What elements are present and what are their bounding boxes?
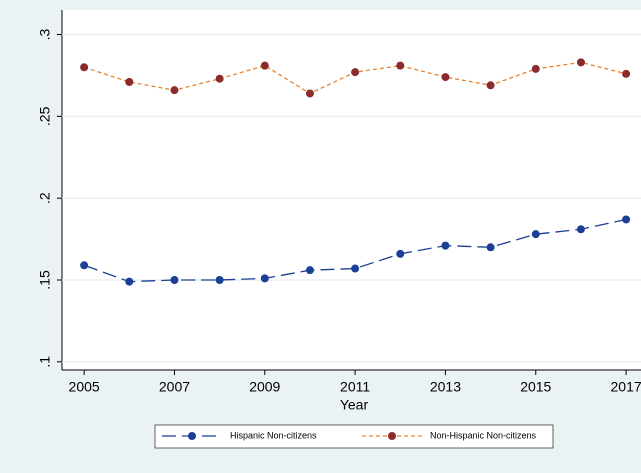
data-point [531,64,540,73]
x-tick-label: 2011 [340,379,370,395]
legend-label: Non-Hispanic Non-citizens [430,430,537,440]
y-tick-label: .2 [37,192,53,204]
data-point [531,230,540,239]
data-point [305,89,314,98]
data-point [396,61,405,70]
data-point [260,61,269,70]
x-tick-label: 2015 [520,379,551,395]
data-point [170,86,179,95]
data-point [125,277,134,286]
data-point [80,261,89,270]
data-point [125,78,134,86]
data-point [215,74,224,83]
data-point [622,215,631,224]
x-tick-label: 2017 [611,379,641,395]
x-tick-label: 2009 [249,379,280,395]
y-tick-label: .15 [37,270,53,290]
legend-marker [388,432,396,440]
legend-marker [188,432,196,440]
data-point [441,73,450,82]
data-point [576,58,585,67]
x-tick-label: 2007 [159,379,190,395]
data-point [486,243,495,252]
data-point [260,274,269,283]
data-point [215,276,224,284]
data-point [351,264,360,273]
x-axis-title: Year [340,397,369,413]
data-point [576,225,585,234]
data-point [351,68,360,77]
y-tick-label: .1 [37,356,53,368]
data-point [441,241,450,250]
data-point [80,63,89,72]
data-point [622,69,631,78]
data-point [486,81,495,90]
legend [154,424,554,449]
y-tick-label: .25 [37,106,53,126]
legend-label: Hispanic Non-citizens [230,430,317,440]
x-tick-label: 2005 [69,379,100,395]
x-tick-label: 2013 [430,379,461,395]
y-tick-label: .3 [37,28,53,40]
plot-area [62,10,641,370]
data-point [170,276,179,284]
data-point [396,249,405,258]
data-point [305,266,314,275]
